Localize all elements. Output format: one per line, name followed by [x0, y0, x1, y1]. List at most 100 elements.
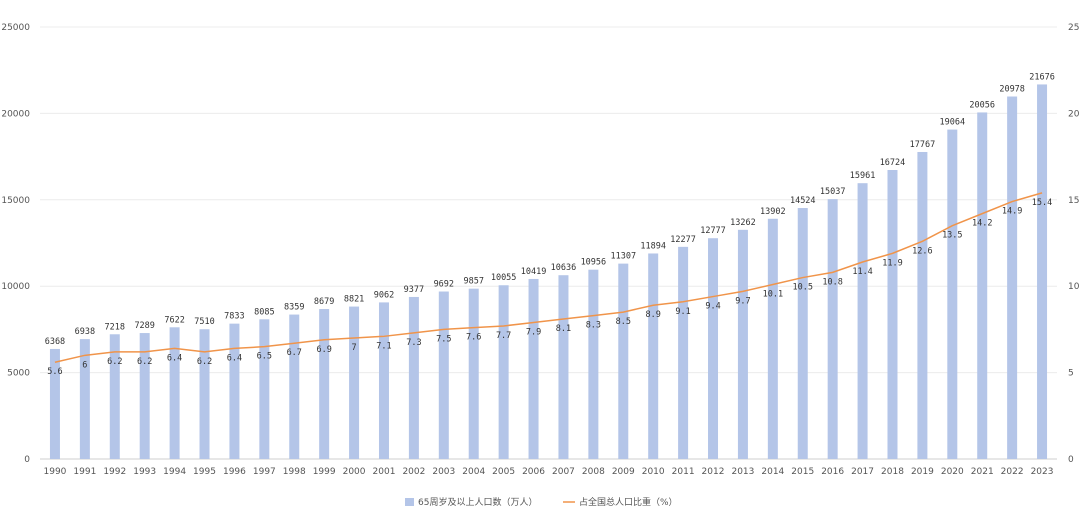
bar-value-label: 16724: [880, 158, 906, 168]
left-tick-label: 25000: [1, 23, 30, 33]
right-tick-label: 5: [1068, 369, 1074, 379]
x-tick-label: 2018: [881, 467, 904, 477]
right-tick-label: 25: [1068, 23, 1079, 33]
x-tick-label: 2000: [343, 467, 366, 477]
line-value-label: 7.3: [406, 338, 421, 348]
bar-value-label: 10055: [491, 273, 517, 283]
bar: [289, 314, 300, 459]
legend-line-label: 占全国总人口比重（%）: [579, 496, 678, 508]
bar: [947, 129, 958, 459]
bar: [378, 302, 389, 459]
x-tick-label: 2009: [612, 467, 635, 477]
line-data-labels: 5.6 6 6.2 6.2 6.4 6.2 6.4 6.5 6.7 6.9 7 7.1 7.3 7.5 7.…: [47, 198, 1052, 377]
legend: 65周岁及以上人口数（万人） 占全国总人口比重（%）: [405, 496, 678, 508]
x-axis-ticks: 1990 1991 1992 1993 1994 1995 1996 1997 1998 1999…: [44, 467, 1054, 477]
left-tick-label: 15000: [1, 196, 30, 206]
x-tick-label: 2020: [941, 467, 964, 477]
bar-value-label: 7289: [134, 321, 154, 331]
bar: [259, 319, 270, 459]
bar-value-label: 15961: [850, 171, 876, 181]
x-tick-label: 1999: [313, 467, 336, 477]
bar-value-label: 15037: [820, 187, 846, 197]
bar-value-label: 11307: [610, 252, 636, 262]
line-value-label: 15.4: [1032, 198, 1052, 208]
legend-bar-swatch: [405, 498, 414, 506]
bar: [49, 348, 60, 459]
bar: [588, 269, 599, 459]
bar: [438, 291, 449, 459]
gridlines: [40, 26, 1057, 460]
x-tick-label: 2021: [971, 467, 994, 477]
x-tick-label: 2005: [492, 467, 515, 477]
bar: [857, 183, 868, 460]
x-tick-label: 1998: [283, 467, 306, 477]
line-value-label: 6.2: [197, 357, 212, 367]
line-value-label: 7.7: [496, 331, 511, 341]
right-tick-label: 0: [1068, 455, 1074, 465]
bar: [917, 151, 928, 459]
bar: [1007, 96, 1018, 460]
bar: [708, 238, 719, 459]
bar-value-label: 14524: [790, 196, 816, 206]
bar-value-label: 7218: [105, 322, 125, 332]
bar: [139, 333, 150, 459]
bar: [827, 199, 838, 459]
line-value-label: 10.5: [793, 283, 813, 293]
bar: [468, 288, 479, 459]
line-value-label: 14.9: [1002, 207, 1022, 217]
bar: [408, 296, 419, 459]
x-tick-label: 2016: [821, 467, 844, 477]
line-value-label: 10.1: [763, 289, 783, 299]
line-value-label: 7.6: [466, 333, 481, 343]
x-tick-label: 1997: [253, 467, 276, 477]
line-value-label: 8.1: [556, 324, 571, 334]
bar-value-label: 12777: [700, 226, 726, 236]
bar-value-label: 19064: [940, 118, 966, 128]
x-tick-label: 1996: [223, 467, 246, 477]
bar: [737, 229, 748, 459]
bar-value-label: 10636: [551, 263, 577, 273]
bar: [678, 246, 689, 459]
x-tick-label: 1991: [73, 467, 96, 477]
bar-value-label: 11894: [640, 241, 666, 251]
bar-value-label: 9377: [404, 285, 424, 295]
bar: [528, 278, 539, 459]
line-value-label: 11.9: [882, 258, 902, 268]
x-tick-label: 2017: [851, 467, 874, 477]
legend-bar-label: 65周岁及以上人口数（万人）: [418, 496, 537, 508]
bar-value-label: 6938: [75, 327, 95, 337]
bar-value-label: 13902: [760, 207, 786, 217]
bar-value-label: 8359: [284, 303, 304, 313]
x-tick-label: 2023: [1031, 467, 1054, 477]
bar-value-label: 7833: [224, 312, 244, 322]
x-tick-label: 2022: [1001, 467, 1024, 477]
bar: [109, 334, 120, 459]
bar: [797, 208, 808, 459]
bar-value-label: 9692: [434, 280, 454, 290]
left-tick-label: 10000: [1, 282, 30, 292]
bar-value-label: 9857: [463, 277, 483, 287]
bar: [319, 309, 330, 459]
x-tick-label: 1992: [103, 467, 126, 477]
x-tick-label: 2011: [672, 467, 695, 477]
line-value-label: 7.9: [526, 327, 541, 337]
bar: [1037, 84, 1048, 459]
line-value-label: 6: [82, 360, 87, 370]
bar-value-label: 8679: [314, 297, 334, 307]
line-value-label: 8.3: [586, 321, 601, 331]
line-value-label: 13.5: [942, 231, 962, 241]
right-tick-label: 20: [1068, 109, 1080, 119]
line-value-label: 7.1: [376, 341, 391, 351]
bar-value-label: 12277: [670, 235, 696, 245]
bar: [558, 275, 569, 459]
bar-series: [49, 84, 1048, 460]
bar: [229, 323, 240, 459]
bar-value-label: 20978: [999, 85, 1025, 95]
line-value-label: 9.7: [735, 296, 750, 306]
bar-value-label: 8085: [254, 307, 274, 317]
x-tick-label: 2014: [761, 467, 784, 477]
line-value-label: 6.9: [316, 345, 331, 355]
x-tick-label: 2003: [432, 467, 455, 477]
line-series: [54, 192, 1043, 363]
line-value-label: 6.7: [287, 348, 302, 358]
